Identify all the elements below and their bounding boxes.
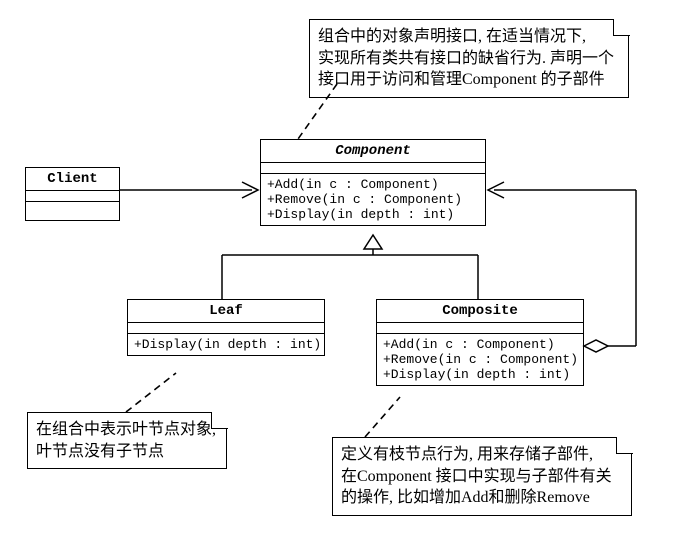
note-line: 组合中的对象声明接口, 在适当情况下, xyxy=(318,26,620,48)
class-attr-compartment xyxy=(261,163,485,174)
class-attr-compartment xyxy=(128,323,324,334)
note-line: 实现所有类共有接口的缺省行为. 声明一个 xyxy=(318,48,620,70)
class-ops-compartment: +Add(in c : Component) +Remove(in c : Co… xyxy=(377,334,583,385)
class-name: Leaf xyxy=(128,300,324,323)
class-ops-compartment: +Add(in c : Component) +Remove(in c : Co… xyxy=(261,174,485,225)
note-line: 叶节点没有子节点 xyxy=(36,441,218,463)
note-fold-icon xyxy=(616,437,633,454)
class-attr-compartment xyxy=(377,323,583,334)
class-name: Client xyxy=(26,168,119,191)
class-composite: Composite +Add(in c : Component) +Remove… xyxy=(376,299,584,386)
note-line: 接口用于访问和管理Component 的子部件 xyxy=(318,69,620,91)
class-component: Component +Add(in c : Component) +Remove… xyxy=(260,139,486,226)
operation: +Display(in depth : int) xyxy=(383,367,577,382)
class-name: Composite xyxy=(377,300,583,323)
note-composite: 定义有枝节点行为, 用来存储子部件, 在Component 接口中实现与子部件有… xyxy=(332,437,632,516)
note-line: 定义有枝节点行为, 用来存储子部件, xyxy=(341,444,623,466)
class-name: Component xyxy=(261,140,485,163)
note-leaf: 在组合中表示叶节点对象, 叶节点没有子节点 xyxy=(27,412,227,469)
note-fold-icon xyxy=(211,412,228,429)
operation: +Add(in c : Component) xyxy=(383,337,577,352)
note-component: 组合中的对象声明接口, 在适当情况下, 实现所有类共有接口的缺省行为. 声明一个… xyxy=(309,19,629,98)
class-client: Client xyxy=(25,167,120,221)
operation: +Add(in c : Component) xyxy=(267,177,479,192)
operation: +Display(in depth : int) xyxy=(134,337,318,352)
class-ops-compartment: +Display(in depth : int) xyxy=(128,334,324,355)
note-line: 在Component 接口中实现与子部件有关 xyxy=(341,466,623,488)
note-line: 的操作, 比如增加Add和删除Remove xyxy=(341,487,623,509)
operation: +Display(in depth : int) xyxy=(267,207,479,222)
class-leaf: Leaf +Display(in depth : int) xyxy=(127,299,325,356)
note-fold-icon xyxy=(613,19,630,36)
note-line: 在组合中表示叶节点对象, xyxy=(36,419,218,441)
operation: +Remove(in c : Component) xyxy=(383,352,577,367)
class-attr-compartment xyxy=(26,191,119,202)
operation: +Remove(in c : Component) xyxy=(267,192,479,207)
class-ops-compartment xyxy=(26,202,119,220)
